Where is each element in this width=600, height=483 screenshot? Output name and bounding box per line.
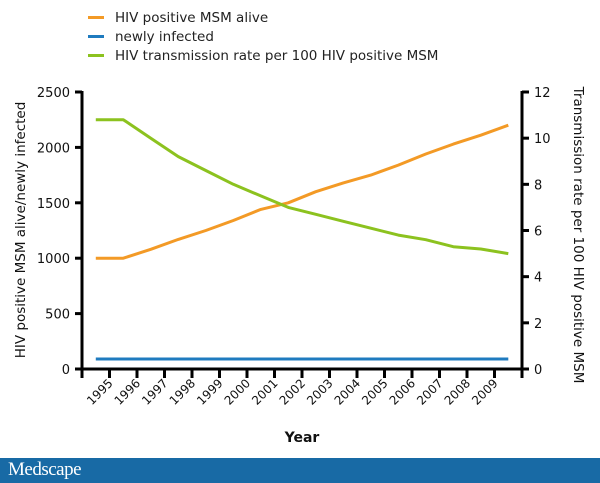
x-tick-label: 1998	[167, 376, 198, 407]
y-right-tick-label: 6	[534, 225, 542, 240]
y-left-tick-label: 2500	[37, 86, 70, 101]
y-left-tick-label: 1500	[37, 197, 70, 212]
x-tick-label: 2009	[469, 376, 500, 407]
footer-bar: Medscape	[0, 458, 600, 483]
y-left-tick-label: 1000	[37, 252, 70, 267]
y-right-tick-label: 2	[534, 317, 542, 332]
medscape-logo: Medscape	[8, 459, 82, 480]
x-tick-label: 1997	[139, 376, 170, 407]
y-right-tick-label: 0	[534, 363, 542, 378]
y-axis-left-label: HIV positive MSM alive/newly infected	[13, 102, 29, 359]
y-left-tick-label: 2000	[37, 141, 70, 156]
legend-item-msm-alive: HIV positive MSM alive	[88, 8, 438, 27]
x-axis-label: Year	[284, 430, 320, 446]
x-tick-label: 2000	[222, 376, 253, 407]
x-tick-label: 2007	[414, 376, 445, 407]
legend-label: HIV positive MSM alive	[115, 9, 269, 26]
y-right-tick-label: 4	[534, 271, 542, 286]
legend-swatch-green	[88, 54, 104, 57]
y-right-tick-label: 10	[534, 132, 551, 147]
legend-item-newly-infected: newly infected	[88, 27, 438, 46]
legend: HIV positive MSM alive newly infected HI…	[88, 8, 438, 65]
x-tick-label: 2004	[332, 376, 363, 407]
y-axis-right-label: Transmission rate per 100 HIV positive M…	[570, 86, 586, 384]
legend-swatch-blue	[88, 35, 104, 38]
legend-label: HIV transmission rate per 100 HIV positi…	[115, 47, 439, 64]
legend-label: newly infected	[115, 28, 214, 45]
y-left-tick-label: 500	[45, 308, 70, 323]
x-tick-label: 2006	[387, 376, 418, 407]
x-tick-label: 2003	[304, 376, 335, 407]
x-tick-label: 2002	[277, 376, 308, 407]
legend-swatch-orange	[88, 16, 104, 19]
x-tick-label: 2005	[359, 376, 390, 407]
legend-item-transmission-rate: HIV transmission rate per 100 HIV positi…	[88, 46, 438, 65]
x-tick-label: 1995	[84, 376, 115, 407]
x-tick-label: 1999	[194, 376, 225, 407]
y-right-tick-label: 12	[534, 86, 551, 101]
series-lines	[95, 118, 509, 361]
x-tick-label: 1996	[112, 376, 143, 407]
series-line-0	[95, 123, 509, 260]
y-right-tick-label: 8	[534, 178, 542, 193]
x-tick-label: 2001	[249, 376, 280, 407]
series-line-2	[95, 118, 509, 256]
x-tick-label: 2008	[442, 376, 473, 407]
y-left-tick-label: 0	[62, 363, 70, 378]
